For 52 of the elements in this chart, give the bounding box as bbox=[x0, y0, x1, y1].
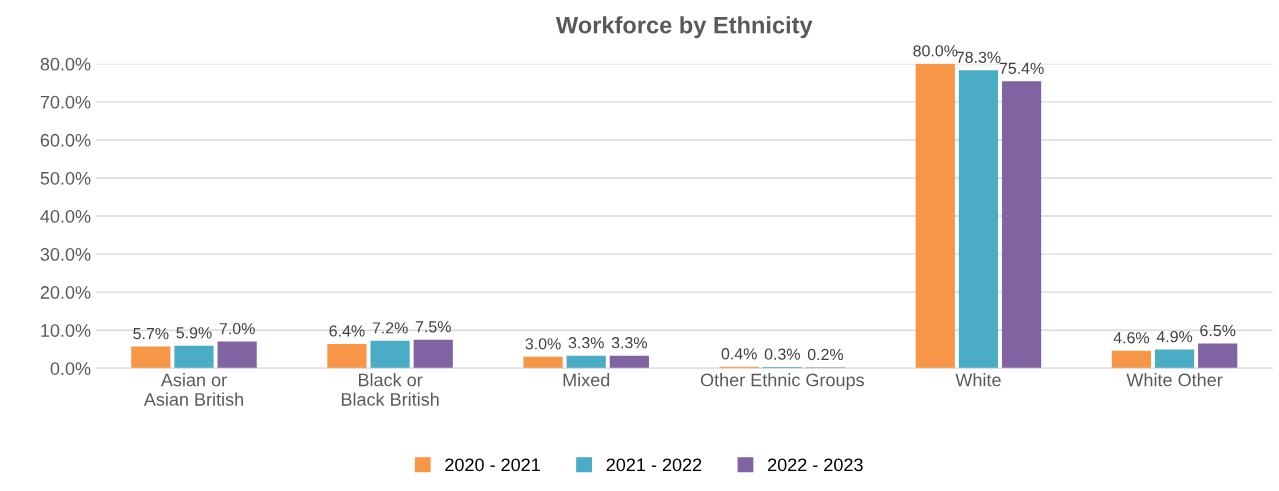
bar bbox=[915, 63, 955, 369]
bar bbox=[1001, 81, 1042, 369]
bar bbox=[413, 339, 453, 369]
y-tick-label: 20.0% bbox=[40, 286, 91, 299]
y-tick-label: 60.0% bbox=[40, 133, 91, 147]
bar bbox=[131, 346, 171, 369]
data-label: 3.3% bbox=[611, 337, 647, 349]
y-tick-label: 30.0% bbox=[40, 248, 91, 261]
data-label: 3.3% bbox=[568, 337, 604, 349]
data-label: 6.4% bbox=[329, 325, 365, 337]
data-label: 7.5% bbox=[415, 321, 451, 333]
data-label: 0.2% bbox=[807, 348, 844, 361]
bar bbox=[327, 343, 367, 369]
data-label: 7.0% bbox=[219, 322, 255, 335]
y-tick-label: 40.0% bbox=[40, 209, 91, 223]
chart-title: Workforce by Ethnicity bbox=[555, 16, 813, 39]
y-tick-label: 10.0% bbox=[41, 324, 91, 337]
y-tick-label: 50.0% bbox=[40, 171, 91, 185]
bar bbox=[523, 356, 563, 369]
data-label: 0.4% bbox=[721, 348, 757, 360]
y-tick-label: 0.0% bbox=[50, 362, 91, 375]
x-tick-label: Black or Black British bbox=[341, 373, 439, 406]
data-label: 80.0% bbox=[913, 45, 958, 57]
bar bbox=[1198, 343, 1238, 369]
x-tick-label: Mixed bbox=[563, 373, 610, 387]
legend-label: 2020 - 2021 bbox=[445, 458, 540, 472]
legend-label: 2021 - 2022 bbox=[606, 458, 702, 472]
bar bbox=[566, 355, 606, 369]
bar bbox=[370, 340, 410, 369]
data-label: 78.3% bbox=[956, 51, 1001, 63]
x-tick-label: White bbox=[955, 373, 1001, 387]
data-label: 3.0% bbox=[525, 338, 561, 350]
bar bbox=[958, 70, 999, 369]
data-label: 75.4% bbox=[999, 62, 1044, 75]
data-label: 4.9% bbox=[1156, 330, 1193, 343]
bar bbox=[609, 355, 649, 369]
data-label: 5.9% bbox=[176, 327, 212, 339]
data-label: 7.2% bbox=[372, 322, 408, 334]
data-label: 0.3% bbox=[764, 348, 800, 360]
bar bbox=[1154, 349, 1195, 369]
bar bbox=[174, 345, 214, 369]
legend-label: 2022 - 2023 bbox=[768, 458, 863, 472]
bar bbox=[217, 341, 257, 369]
x-tick-label: White Other bbox=[1126, 373, 1223, 387]
data-label: 5.7% bbox=[133, 328, 169, 340]
x-tick-label: Asian or Asian British bbox=[143, 373, 243, 406]
data-label: 6.5% bbox=[1200, 324, 1236, 337]
bar bbox=[1111, 350, 1152, 369]
x-tick-label: Other Ethnic Groups bbox=[700, 373, 864, 390]
y-tick-label: 80.0% bbox=[40, 57, 91, 71]
data-label: 4.6% bbox=[1113, 332, 1150, 344]
y-tick-label: 70.0% bbox=[40, 95, 91, 109]
